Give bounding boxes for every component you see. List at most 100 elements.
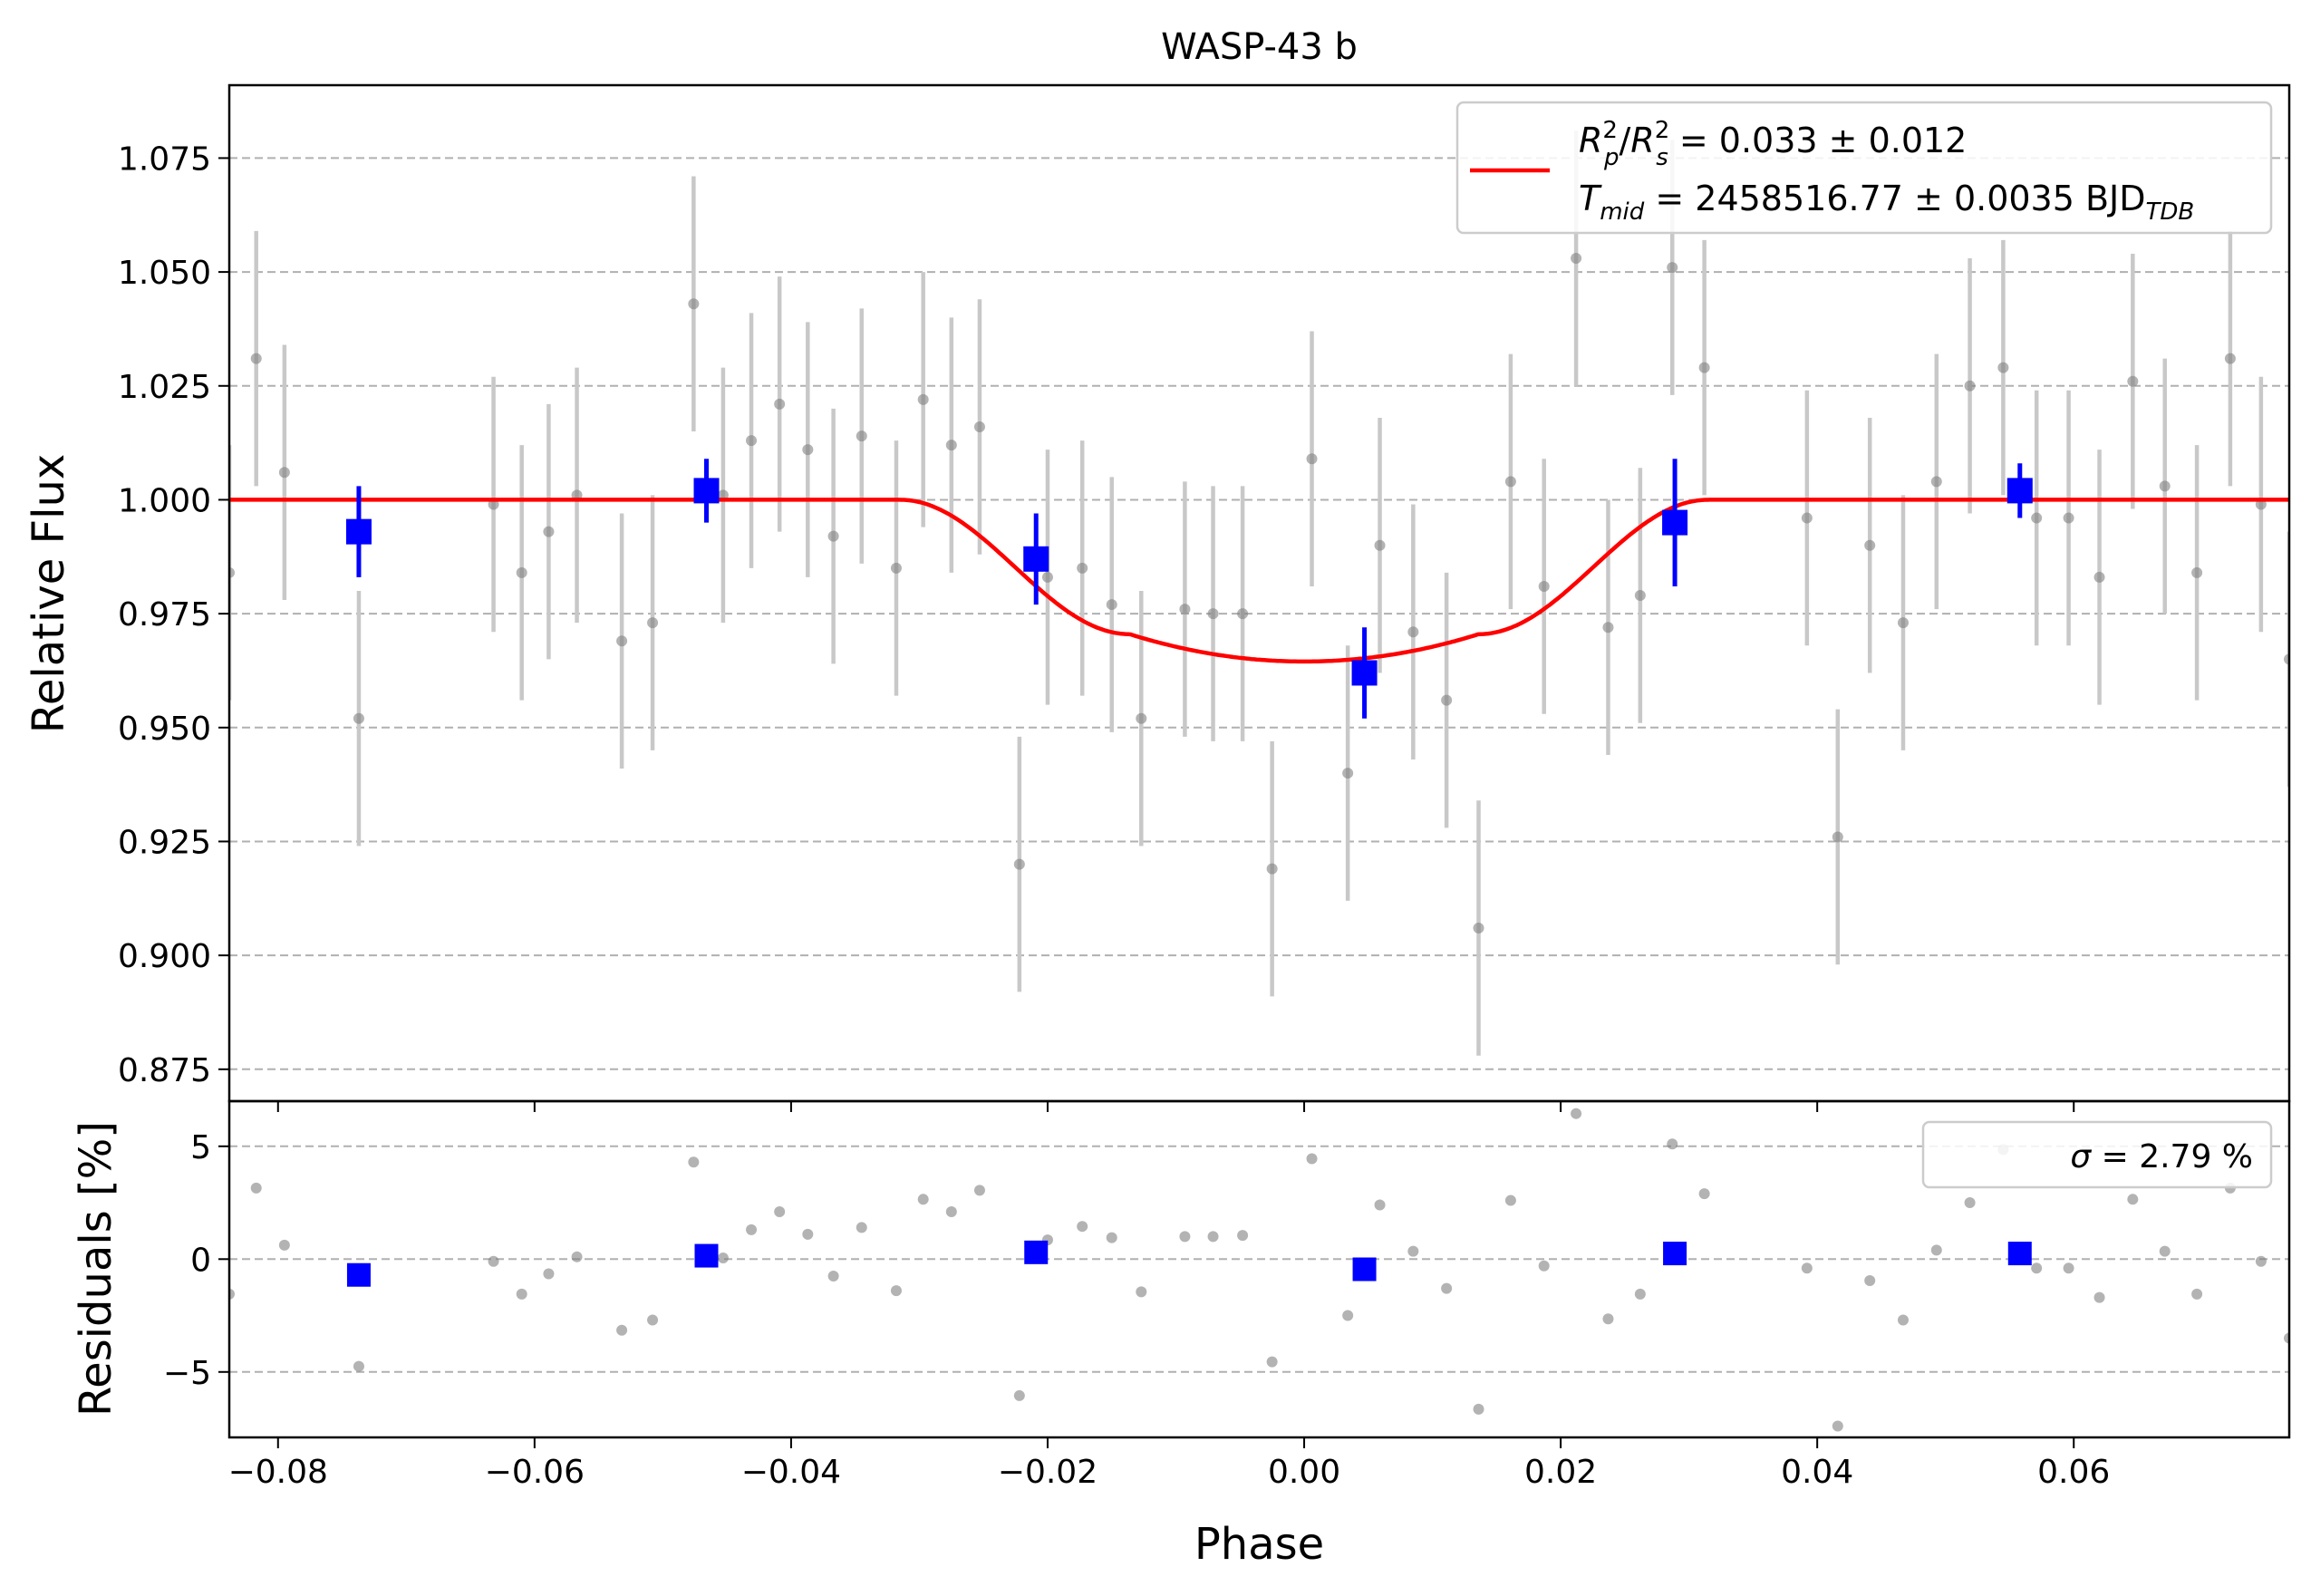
data-point xyxy=(1041,571,1053,583)
residual-point xyxy=(1266,1356,1278,1368)
legend-r2: R xyxy=(1630,121,1654,160)
residual-point xyxy=(2093,1291,2105,1303)
binned-residual-point xyxy=(1663,1242,1687,1266)
data-point xyxy=(1179,604,1191,615)
data-point xyxy=(827,530,839,542)
bottom-panel-frame xyxy=(227,1099,2291,1439)
residual-point xyxy=(1407,1245,1419,1257)
residual-point xyxy=(1306,1153,1318,1165)
residual-point xyxy=(1698,1188,1710,1200)
residual-point xyxy=(1013,1389,1025,1401)
data-point xyxy=(1698,362,1710,373)
data-point xyxy=(1634,590,1646,602)
data-point xyxy=(543,526,555,537)
residual-point xyxy=(616,1324,628,1336)
bottom-y-axis-label: Residuals [%] xyxy=(71,1121,121,1417)
binned-residual-point xyxy=(346,1262,371,1287)
x-tick-label: 0.00 xyxy=(1268,1454,1340,1491)
data-point xyxy=(353,712,364,724)
data-point xyxy=(1266,863,1278,875)
binned-point xyxy=(1662,509,1688,536)
data-point xyxy=(2063,512,2074,524)
data-point xyxy=(1407,626,1419,638)
top-y-tick-label: 1.050 xyxy=(118,255,211,292)
binned-residual-point xyxy=(694,1243,719,1268)
residual-point xyxy=(774,1206,786,1218)
data-point xyxy=(2159,480,2171,492)
top-y-tick-label: 1.025 xyxy=(118,369,211,406)
data-point xyxy=(1473,922,1484,933)
residual-point xyxy=(1667,1138,1678,1150)
data-point xyxy=(1207,608,1219,620)
residual-point xyxy=(647,1314,659,1326)
data-point xyxy=(856,430,867,442)
top-y-tick-label: 0.975 xyxy=(118,596,211,634)
data-point xyxy=(229,566,235,578)
binned-point xyxy=(345,518,372,545)
legend-tdb-sub: TDB xyxy=(2146,198,2195,226)
binned-point xyxy=(2006,478,2033,504)
residual-point xyxy=(1237,1230,1249,1242)
x-axis-label: Phase xyxy=(1194,1519,1324,1570)
data-point xyxy=(1441,694,1453,706)
residual-point xyxy=(516,1288,527,1300)
residual-point xyxy=(1342,1310,1354,1321)
transit-model-curve xyxy=(229,498,2289,664)
binned-point xyxy=(1351,660,1378,686)
residual-point xyxy=(1077,1221,1088,1233)
top-y-tick-label: 0.875 xyxy=(118,1052,211,1089)
bottom-legend-box xyxy=(1921,1120,2273,1189)
top-y-tick-label: 1.075 xyxy=(118,140,211,178)
top-y-tick-label: 0.925 xyxy=(118,824,211,861)
residual-point xyxy=(543,1268,555,1280)
top-errorbars xyxy=(229,131,2289,1056)
bottom-y-ticks: −5 0 5 xyxy=(163,1129,229,1392)
residual-point xyxy=(2284,1332,2289,1344)
data-point xyxy=(1106,599,1117,611)
data-point xyxy=(1930,476,1942,488)
data-point xyxy=(1013,858,1025,870)
residual-point xyxy=(1602,1313,1614,1325)
data-point xyxy=(1504,476,1516,488)
data-point xyxy=(1667,262,1678,274)
binned-residual-point xyxy=(1352,1257,1377,1282)
residual-point xyxy=(717,1253,729,1264)
residual-point xyxy=(917,1194,929,1205)
x-tick-label: −0.08 xyxy=(228,1454,328,1491)
chart-title: WASP-43 b xyxy=(1161,26,1358,68)
data-point xyxy=(973,421,985,433)
residual-point xyxy=(1538,1260,1550,1272)
data-point xyxy=(1237,608,1249,620)
residual-point xyxy=(1207,1231,1219,1243)
legend-tmid-value: = 2458516.77 ± 0.0035 BJD xyxy=(1644,179,2145,218)
data-point xyxy=(890,562,902,574)
top-data-points xyxy=(229,253,2289,933)
residual-point xyxy=(802,1228,814,1240)
residual-point xyxy=(278,1239,290,1251)
residual-point xyxy=(1179,1231,1191,1243)
residual-point xyxy=(2127,1194,2139,1205)
residual-point xyxy=(250,1182,262,1194)
residual-point xyxy=(1441,1282,1453,1294)
legend-r2-sup: 2 xyxy=(1655,117,1670,144)
data-point xyxy=(647,617,659,629)
bottom-data-points xyxy=(229,1108,2289,1432)
data-point xyxy=(2031,512,2043,524)
residual-point xyxy=(2191,1288,2203,1300)
bottom-y-tick-label: 5 xyxy=(190,1129,211,1166)
data-point xyxy=(774,398,786,410)
data-point xyxy=(2224,353,2236,364)
top-y-axis-label: Relative Flux xyxy=(24,454,74,734)
data-point xyxy=(1342,768,1354,779)
data-point xyxy=(802,444,814,456)
data-point xyxy=(2191,566,2203,578)
legend-r-sup: 2 xyxy=(1602,117,1618,144)
residual-point xyxy=(1634,1288,1646,1300)
x-tick-label: −0.02 xyxy=(998,1454,1097,1491)
residual-point xyxy=(1864,1274,1876,1286)
data-point xyxy=(1832,831,1843,843)
x-tick-label: 0.06 xyxy=(2037,1454,2110,1491)
residual-point xyxy=(688,1156,700,1168)
data-point xyxy=(1136,712,1147,724)
data-point xyxy=(1897,617,1909,629)
